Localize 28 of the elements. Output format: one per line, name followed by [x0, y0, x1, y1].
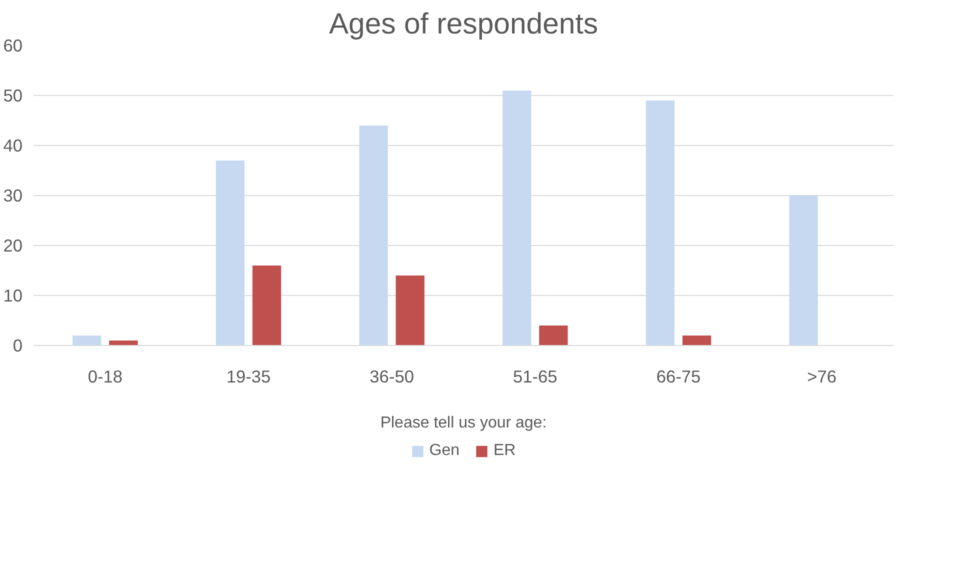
y-tick-label: 50	[3, 86, 23, 106]
x-tick-label: 51-65	[513, 366, 558, 386]
bar	[539, 326, 568, 346]
y-tick-label: 60	[3, 36, 23, 56]
bar	[682, 336, 712, 346]
bar	[252, 266, 282, 346]
bar	[789, 196, 818, 346]
y-tick-label: 40	[3, 136, 23, 156]
x-tick-label: 19-35	[226, 366, 271, 386]
bar	[216, 160, 245, 346]
legend-label: Gen	[429, 442, 460, 460]
y-tick-label: 0	[12, 336, 23, 356]
y-tick-label: 10	[3, 286, 23, 306]
legend-label: ER	[494, 442, 516, 460]
bar	[109, 340, 138, 346]
bar	[396, 276, 424, 346]
bar	[359, 126, 388, 346]
x-axis-title: Please tell us your age:	[380, 414, 547, 432]
x-tick-label: 0-18	[88, 366, 123, 386]
x-tick-label: >76	[807, 366, 837, 386]
x-tick-label: 36-50	[370, 366, 414, 386]
y-tick-label: 20	[3, 236, 23, 256]
bar	[72, 336, 102, 346]
bar	[502, 90, 532, 346]
bar	[646, 100, 675, 346]
x-tick-label: 66-75	[656, 366, 701, 386]
chart-title: Ages of respondents	[328, 8, 598, 40]
y-tick-label: 30	[3, 186, 23, 206]
